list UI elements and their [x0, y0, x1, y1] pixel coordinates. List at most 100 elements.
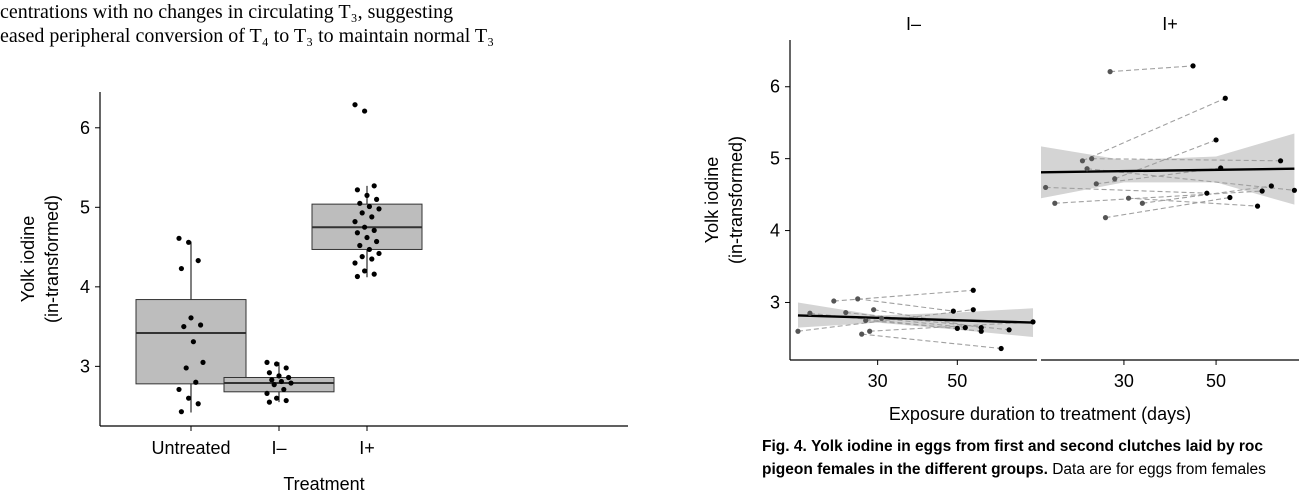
data-point-first-clutch [879, 315, 885, 321]
data-point [354, 230, 360, 236]
data-point [366, 203, 372, 210]
data-point-second-clutch [1268, 183, 1274, 189]
data-point-first-clutch [1125, 195, 1132, 201]
scatter-panel-chart: 3 4 5 6 Yolk iodine (in-transformed) Exposure … [702, 14, 1299, 424]
data-point-first-clutch [1084, 166, 1090, 172]
data-point [369, 214, 375, 220]
data-point [183, 365, 189, 371]
data-point [274, 395, 280, 401]
pair-connector-line [1110, 65, 1194, 73]
data-point-second-clutch [1259, 188, 1265, 194]
data-point [376, 250, 382, 257]
data-point [193, 379, 199, 385]
pair-connector-line [1045, 186, 1207, 194]
y-tick-label: 5 [80, 197, 90, 217]
data-point-first-clutch [831, 298, 837, 304]
data-point-first-clutch [855, 296, 861, 302]
data-point [357, 242, 363, 249]
x-tick-label: 50 [1206, 371, 1226, 391]
data-point-second-clutch [1218, 165, 1224, 171]
y-tick-label: 6 [770, 77, 780, 97]
data-point-second-clutch [970, 307, 976, 313]
pair-connector-line [861, 333, 1002, 350]
box-rect [223, 376, 335, 393]
data-point [371, 227, 377, 233]
data-point-second-clutch [950, 308, 956, 314]
x-tick-label: I– [271, 438, 286, 458]
data-point-second-clutch [978, 325, 984, 331]
data-point-first-clutch [1102, 215, 1109, 221]
data-point-first-clutch [807, 310, 813, 316]
data-point-first-clutch [867, 328, 873, 334]
data-point [176, 235, 182, 241]
data-point-second-clutch [1204, 190, 1210, 196]
data-point [190, 339, 196, 345]
data-point [352, 260, 358, 266]
data-point-first-clutch [1107, 69, 1113, 75]
data-point [271, 382, 277, 388]
data-point [266, 370, 272, 376]
body-text-line: eased peripheral conversion of T₄ to T₃ … [0, 25, 495, 47]
data-point [352, 102, 358, 108]
data-point [288, 380, 294, 386]
data-point [362, 108, 368, 114]
x-tick-label: Untreated [151, 438, 230, 458]
caption-label: Fig. 4. [762, 438, 807, 455]
data-point [357, 200, 363, 206]
box-plot-chart: 3 4 5 6 Untreated I– I+ Treatment Yolk iodine (in… [18, 92, 628, 494]
data-point [354, 273, 360, 280]
data-point-second-clutch [954, 325, 960, 331]
data-point-second-clutch [1006, 327, 1012, 333]
y-tick-label: 4 [770, 221, 780, 241]
data-point [186, 239, 192, 245]
data-point [376, 206, 382, 212]
data-point [269, 377, 275, 383]
y-axis-title: Yolk iodine [702, 157, 722, 243]
body-text: centrations with no changes in circulati… [0, 0, 640, 48]
data-point-first-clutch [1079, 158, 1086, 164]
data-point-first-clutch [1112, 176, 1118, 182]
data-point [371, 271, 377, 277]
y-axis-title-2: (in-transformed) [726, 136, 746, 264]
pair-connector-line [1054, 190, 1263, 204]
data-point [176, 386, 182, 393]
panel-label: I– [906, 14, 921, 34]
data-point [178, 265, 184, 272]
caption-text: Data are for eggs from females [1052, 461, 1266, 478]
data-point [281, 386, 287, 393]
panel-label: I+ [1162, 14, 1178, 34]
data-point [352, 219, 358, 225]
data-point [374, 238, 380, 245]
pair-connector-line [869, 321, 1034, 332]
data-point-first-clutch [843, 309, 849, 316]
data-point [278, 378, 284, 385]
y-tick-label: 5 [770, 149, 780, 169]
trend-line [797, 314, 1034, 324]
data-point [188, 315, 194, 321]
data-point-first-clutch [859, 331, 865, 337]
y-axis-title: Yolk iodine [18, 216, 38, 302]
x-tick-label: 50 [947, 371, 967, 391]
data-point [198, 322, 204, 328]
data-point-first-clutch [795, 328, 801, 334]
data-point-second-clutch [1222, 95, 1228, 101]
data-point-second-clutch [1030, 319, 1036, 325]
data-point-second-clutch [962, 325, 968, 331]
data-point [374, 196, 380, 202]
data-point-second-clutch [1227, 194, 1233, 201]
caption-bold-text-2: pigeon females in the different groups. [762, 461, 1048, 478]
data-point [186, 395, 192, 401]
x-tick-label: I+ [359, 438, 375, 458]
y-axis-title-2: (in-transformed) [42, 195, 62, 323]
data-point [369, 256, 375, 262]
data-point [364, 234, 370, 241]
data-point [276, 373, 282, 379]
data-point [283, 397, 289, 404]
pair-connector-line [833, 289, 974, 302]
pair-connector-line [1082, 97, 1226, 162]
data-point-second-clutch [998, 345, 1004, 352]
data-point-second-clutch [1213, 137, 1219, 143]
caption-bold-text: Yolk iodine in eggs from first and secon… [811, 438, 1263, 455]
y-tick-label: 3 [770, 292, 780, 312]
x-axis-title: Exposure duration to treatment (days) [889, 404, 1191, 424]
